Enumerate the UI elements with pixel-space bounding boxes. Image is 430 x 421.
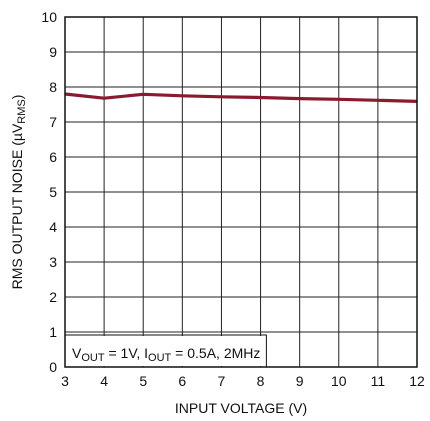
x-tick-label: 12 — [409, 373, 425, 389]
y-tick-label: 8 — [49, 79, 57, 95]
series-line — [64, 92, 418, 103]
y-tick-label: 9 — [49, 44, 57, 60]
x-tick-label: 5 — [139, 373, 147, 389]
plot-frame — [64, 16, 418, 368]
x-tick-label: 8 — [257, 373, 265, 389]
annotation-background — [66, 336, 267, 366]
y-tick-label: 2 — [49, 289, 57, 305]
y-tick-label: 10 — [41, 9, 57, 25]
x-axis-label: INPUT VOLTAGE (V) — [175, 400, 307, 416]
y-tick-label: 7 — [49, 114, 57, 130]
x-tick-label: 6 — [178, 373, 186, 389]
y-tick-label: 4 — [49, 219, 57, 235]
x-tick-label: 3 — [61, 373, 69, 389]
y-tick-label: 6 — [49, 149, 57, 165]
x-tick-labels: 3 4 5 6 7 8 9 10 11 12 — [61, 373, 425, 389]
y-tick-label: 1 — [49, 324, 57, 340]
x-tick-label: 11 — [371, 373, 386, 389]
y-tick-label: 3 — [49, 254, 57, 270]
y-tick-label: 0 — [49, 359, 57, 375]
x-tick-label: 4 — [100, 373, 108, 389]
x-tick-label: 10 — [331, 373, 347, 389]
grid — [65, 17, 417, 367]
y-tick-label: 5 — [49, 184, 57, 200]
y-tick-labels: 0 1 2 3 4 5 6 7 8 9 10 — [41, 9, 57, 375]
y-axis-label: RMS OUTPUT NOISE (µVRMS) — [9, 95, 28, 290]
annotation: VOUT = 1V, IOUT = 0.5A, 2MHz — [64, 334, 267, 368]
series-layer — [64, 92, 418, 103]
x-tick-label: 7 — [218, 373, 226, 389]
annotation-text: VOUT = 1V, IOUT = 0.5A, 2MHz — [72, 345, 260, 364]
x-tick-label: 9 — [296, 373, 304, 389]
